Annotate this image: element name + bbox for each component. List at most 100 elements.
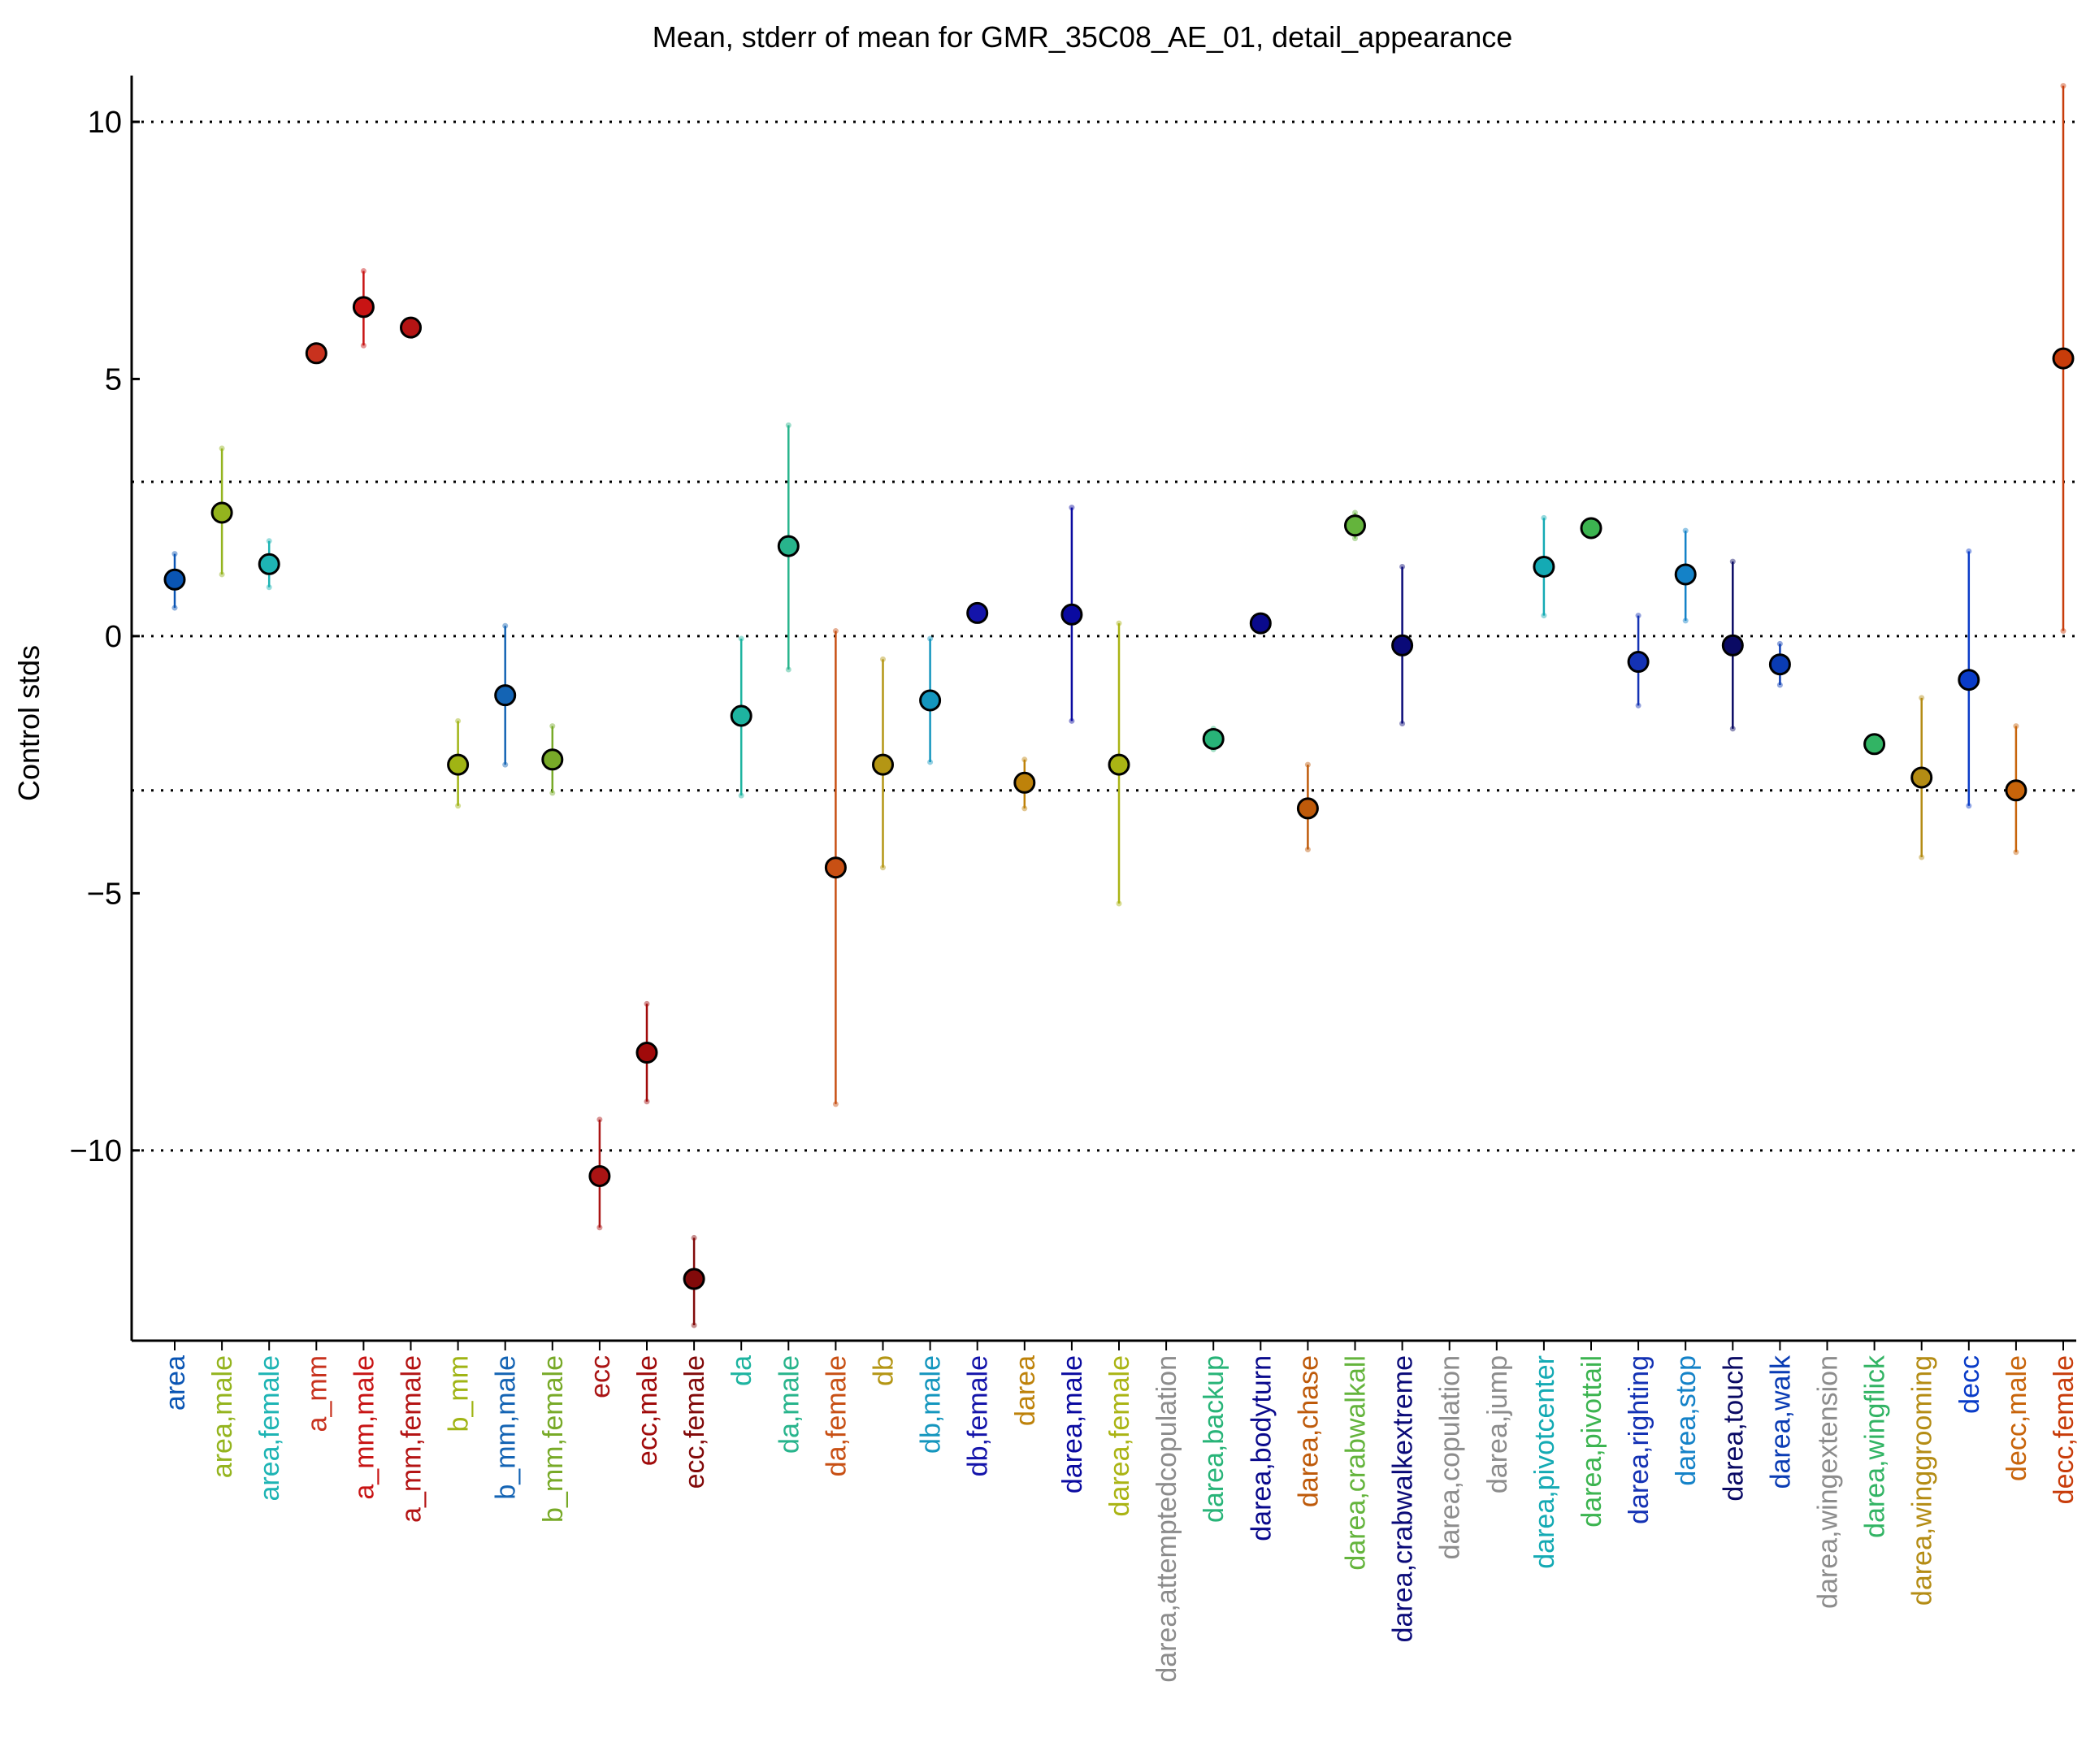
mean-point [635,1042,658,1064]
mean-point [305,342,327,365]
error-cap [360,268,366,275]
x-tick-label: da [726,1355,757,1386]
x-tick-label: da,female [821,1355,852,1476]
error-cap [927,635,934,642]
x-tick-label: darea [1010,1355,1041,1426]
error-cap [1776,640,1783,647]
y-tick-label: 5 [105,362,122,397]
error-cap [785,422,791,428]
error-cap [2013,849,2019,856]
error-cap [1399,720,1406,726]
error-cap [2060,83,2066,89]
mean-point [2005,779,2027,802]
error-cap [1682,618,1689,624]
error-cap [785,666,791,673]
x-tick-label: darea,touch [1718,1355,1749,1502]
y-tick-label: 0 [105,620,122,654]
error-cap [1966,803,1972,809]
x-tick-label: db,male [916,1355,947,1454]
mean-markers [163,296,2075,1290]
error-cap [1966,548,1972,554]
x-tick-label: darea,chase [1293,1355,1324,1507]
x-tick-label: db,female [963,1355,994,1476]
x-tick-label: darea,crabwalkextreme [1388,1355,1419,1642]
mean-point [1627,651,1650,674]
error-cap [1919,695,1925,701]
error-cap [2060,628,2066,635]
y-tick-label: 10 [88,106,122,140]
y-tick-labels: 10 5 0 −5 −10 [70,106,122,1168]
mean-point [872,753,894,776]
error-cap [1304,761,1311,768]
x-tick-label: darea,bodyturn [1246,1355,1277,1541]
error-cap [1635,613,1641,619]
x-tick-label: da,male [774,1355,804,1454]
error-cap [644,1000,650,1007]
error-cap [644,1099,650,1105]
mean-point [1344,514,1366,537]
mean-point [541,748,564,771]
mean-point [1202,727,1225,750]
x-tick-label: ecc [585,1355,616,1398]
x-tick-label: darea,pivottail [1576,1355,1607,1528]
x-tick-label: darea,righting [1624,1355,1654,1524]
error-cap [927,759,934,765]
mean-point [588,1164,611,1187]
mean-point [1533,555,1555,578]
x-tick-label: decc [1954,1355,1985,1414]
x-tick-label: darea,stop [1671,1355,1702,1486]
error-cap [738,792,744,799]
mean-point [2052,347,2075,370]
mean-point [494,684,517,707]
error-cap [1682,527,1689,534]
x-tick-label: db [869,1355,900,1386]
error-cap [880,865,886,871]
error-cap [832,628,839,635]
x-tick-label: a_mm,male [349,1355,379,1500]
mean-point [163,568,186,591]
error-cap [1021,805,1028,812]
x-tick-label: b_mm [444,1355,475,1432]
mean-point [919,689,942,712]
x-tick-label: area,female [254,1355,285,1502]
mean-point [966,601,989,624]
error-cap [266,584,272,591]
error-bars [171,83,2066,1328]
x-tick-label: a_mm [301,1355,332,1432]
mean-point [400,316,422,339]
error-cap [549,790,556,796]
mean-point [1108,753,1130,776]
mean-point [1013,771,1036,794]
mean-point [1296,797,1319,820]
x-tick-labels: area area,male area,female a_mm a_mm,male a_m… [160,1354,2079,1683]
x-tick-label: ecc,female [679,1355,710,1489]
y-axis-label: Control stds [12,645,46,801]
mean-point [1958,669,1980,691]
error-cap [596,1116,603,1123]
error-cap [1352,509,1358,516]
error-cap [832,1101,839,1107]
error-cap [596,1224,603,1231]
mean-point [777,535,800,557]
error-cap [549,723,556,730]
mean-point [1249,612,1272,635]
y-tick-label: −10 [70,1134,122,1168]
mean-point [1721,634,1744,657]
reference-lines [132,120,2076,1152]
x-tick-label: darea,crabwalkall [1341,1355,1372,1571]
error-cap [1116,900,1122,907]
error-cap [1304,847,1311,853]
error-cap [1021,756,1028,763]
error-cap [691,1322,697,1328]
error-cap [502,761,509,768]
x-tick-label: darea,wingextension [1813,1355,1844,1609]
mean-point [1674,563,1697,586]
error-cap [1541,613,1547,619]
error-cap [691,1234,697,1241]
mean-point [824,856,847,879]
error-cap [2013,723,2019,730]
mean-point [1060,603,1083,626]
y-tick-label: −5 [87,877,122,911]
x-tick-label: darea,attemptedcopulation [1151,1355,1182,1683]
